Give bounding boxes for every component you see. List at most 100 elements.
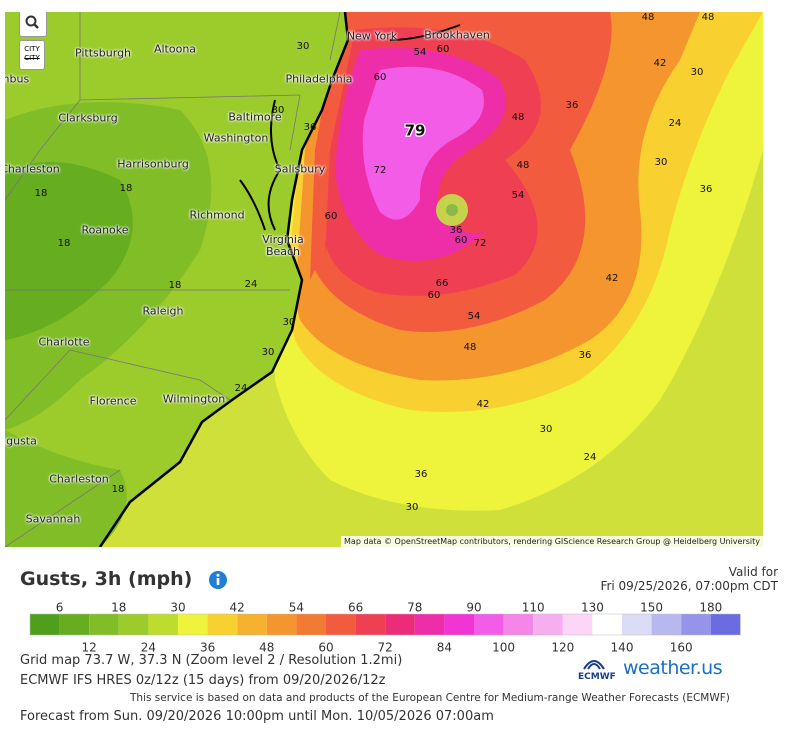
legend-label: 100 xyxy=(492,641,515,655)
contour-label: 36 xyxy=(450,225,463,236)
contour-label: 30 xyxy=(272,105,285,116)
legend-swatch xyxy=(681,614,711,635)
legend-label: 60 xyxy=(318,641,333,655)
contour-label: 30 xyxy=(540,424,553,435)
contour-label: 30 xyxy=(655,157,668,168)
city-label: Richmond xyxy=(189,208,245,222)
contour-label: 36 xyxy=(700,184,713,195)
city-label: Florence xyxy=(89,394,137,408)
legend-label: 36 xyxy=(200,641,215,655)
legend-label: 42 xyxy=(230,601,245,615)
contour-label: 18 xyxy=(112,484,125,495)
city-toggle-label: CITY xyxy=(24,45,40,53)
city-label: Wilmington xyxy=(162,392,226,406)
land-high xyxy=(5,430,127,547)
map-canvas: 30 48 48 54 60 60 42 30 36 30 36 48 24 79 72 48 30 36 18 18… xyxy=(5,12,763,547)
contour-label: 66 xyxy=(436,278,449,289)
city-label: Raleigh xyxy=(142,304,184,318)
contour-label: 54 xyxy=(414,47,427,58)
legend-swatch xyxy=(207,614,238,635)
legend-swatch xyxy=(533,614,563,635)
city-label: Savannah xyxy=(25,512,81,526)
legend-label: 160 xyxy=(670,641,693,655)
contour-label: 18 xyxy=(58,238,71,249)
contour-label: 60 xyxy=(428,290,441,301)
legend-swatch xyxy=(237,614,267,635)
contour-label: 18 xyxy=(169,280,182,291)
legend-swatch xyxy=(622,614,652,635)
contour-label: 42 xyxy=(606,273,619,284)
contour-label: 30 xyxy=(283,317,296,328)
city-label: mbus xyxy=(5,72,30,86)
legend-swatch xyxy=(651,614,682,635)
contour-label: 24 xyxy=(669,118,682,129)
contour-label: 42 xyxy=(654,58,667,69)
map[interactable]: 30 48 48 54 60 60 42 30 36 30 36 48 24 79 72 48 30 36 18 18… xyxy=(5,12,763,547)
legend-label: 78 xyxy=(407,601,422,615)
ecmwf-logo-mark xyxy=(583,660,605,670)
city-label: Roanoke xyxy=(81,223,129,237)
legend-label: 140 xyxy=(611,641,634,655)
legend-swatch xyxy=(59,614,90,635)
city-label: Altoona xyxy=(153,42,197,56)
legend-label: 84 xyxy=(437,641,452,655)
grid-info: Grid map 73.7 W, 37.3 N (Zoom level 2 / … xyxy=(20,653,403,668)
legend-swatch xyxy=(710,614,741,635)
contour-label: 36 xyxy=(304,122,317,133)
legend-label: 110 xyxy=(522,601,545,615)
legend-label: 30 xyxy=(170,601,185,615)
legend-label: 120 xyxy=(551,641,574,655)
ecmwf-logo: ECMWF xyxy=(578,672,616,682)
legend-label: 6 xyxy=(56,601,64,615)
city-toggle[interactable]: CITY CITY xyxy=(19,40,45,70)
legend-title: Gusts, 3h (mph) xyxy=(20,568,193,590)
legend-label: 150 xyxy=(640,601,663,615)
legend-label: 72 xyxy=(378,641,393,655)
city-label: Salisbury xyxy=(274,162,326,176)
bay xyxy=(239,24,461,231)
legend-label: 66 xyxy=(348,601,363,615)
contour-label: 60 xyxy=(437,44,450,55)
contour-label: 54 xyxy=(468,311,481,322)
attribution: Map data © OpenStreetMap contributors, r… xyxy=(341,536,763,547)
contour-label: 54 xyxy=(512,190,525,201)
legend-swatch xyxy=(148,614,178,635)
city-label: Pittsburgh xyxy=(74,46,132,60)
legend-swatch xyxy=(296,614,326,635)
zoom-button[interactable] xyxy=(19,12,47,37)
max-label: 79 xyxy=(405,122,426,140)
legend-swatch xyxy=(592,614,622,635)
city-toggle-label-off: CITY xyxy=(24,54,40,62)
legend-swatch xyxy=(474,614,504,635)
legend-swatch xyxy=(89,614,119,635)
contour-label: 30 xyxy=(262,347,275,358)
forecast-range: Forecast from Sun. 09/20/2026 10:00pm un… xyxy=(20,709,494,724)
city-label: Baltimore xyxy=(228,110,282,124)
city-label: New York xyxy=(346,29,398,43)
contour-label: 72 xyxy=(474,238,487,249)
land-high xyxy=(5,162,133,340)
ocean-band xyxy=(362,66,484,220)
contour-label: 36 xyxy=(579,350,592,361)
contour-label: 72 xyxy=(374,165,387,176)
storm-eye xyxy=(446,204,458,216)
state-border xyxy=(5,12,341,547)
legend-scale: 6 12 18 24 30 36 42 48 54 60 66 72 78 84 90 100 110 120 13… xyxy=(29,601,741,655)
legend-swatch xyxy=(266,614,297,635)
valid-time: Fri 09/25/2026, 07:00pm CDT xyxy=(600,579,778,593)
city-label: Washington xyxy=(203,131,269,145)
legend-label: 48 xyxy=(259,641,274,655)
contour-label: 60 xyxy=(374,72,387,83)
contour-label: 30 xyxy=(691,67,704,78)
info-icon[interactable] xyxy=(208,570,228,590)
contour-label: 24 xyxy=(235,383,248,394)
city-label: Virginia Beach xyxy=(262,233,304,258)
contour-label: 24 xyxy=(245,279,258,290)
legend-label: 130 xyxy=(581,601,604,615)
legend-swatch xyxy=(562,614,593,635)
contour-label: 36 xyxy=(566,100,579,111)
contour-label: 42 xyxy=(477,399,490,410)
legend-swatch xyxy=(355,614,386,635)
contour-label: 36 xyxy=(415,469,428,480)
